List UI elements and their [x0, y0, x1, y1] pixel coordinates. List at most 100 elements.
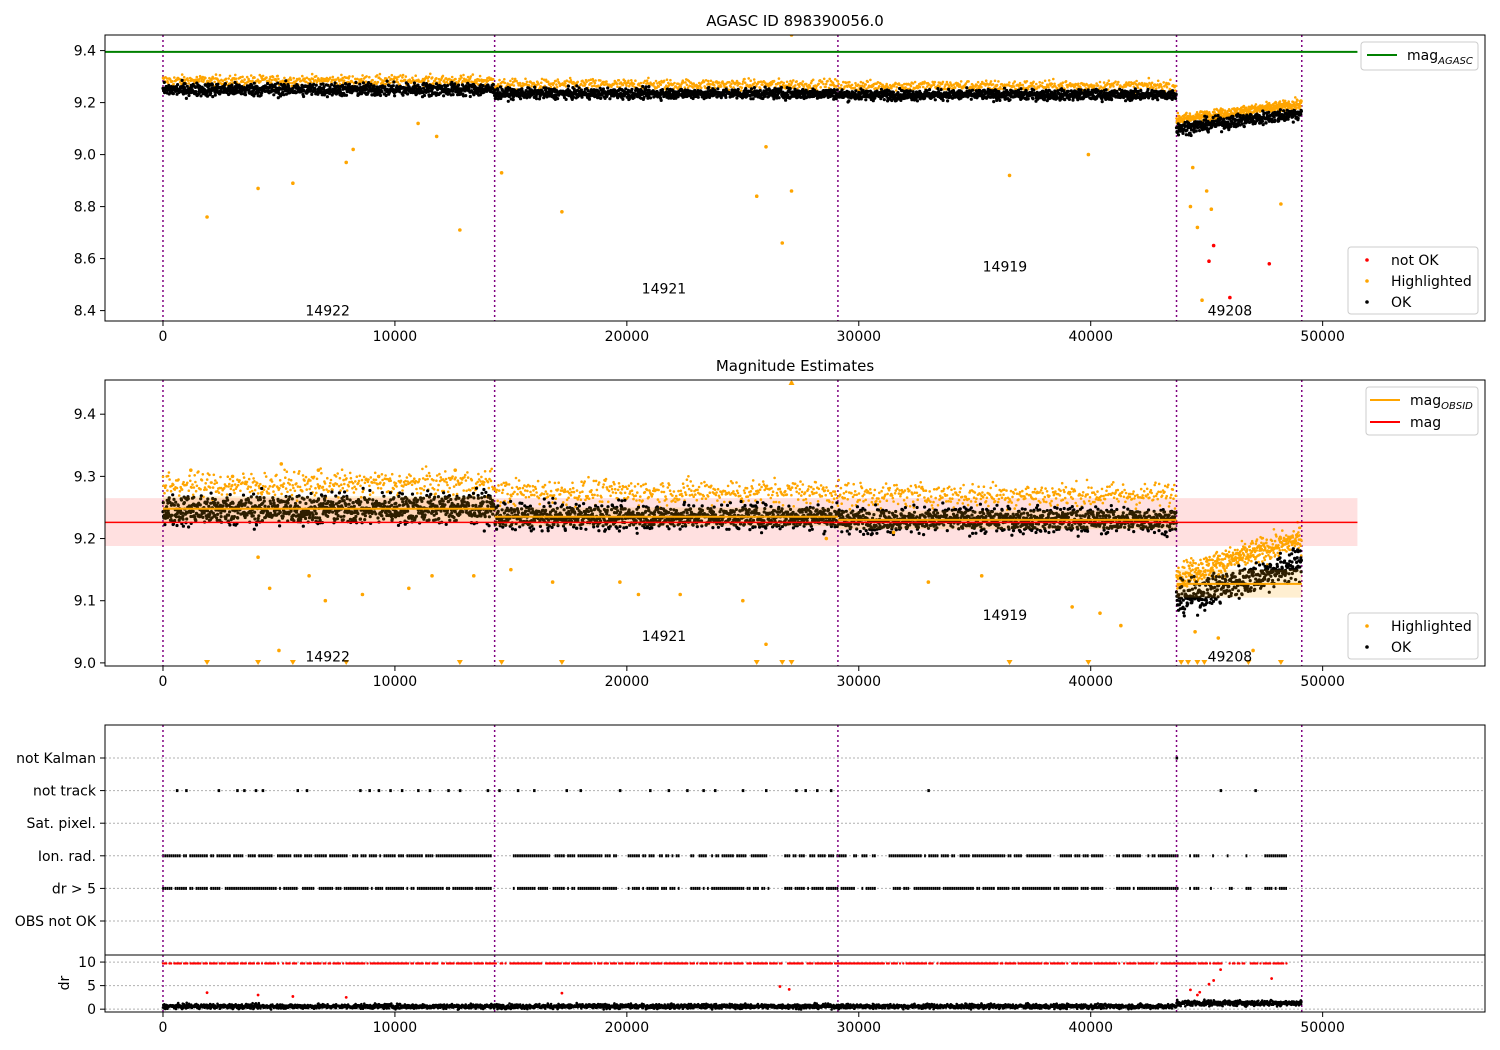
data-point — [441, 74, 445, 78]
data-point — [828, 77, 831, 81]
data-point — [1150, 85, 1153, 88]
data-point — [630, 79, 633, 82]
data-point — [340, 73, 343, 77]
data-point — [568, 80, 571, 84]
data-point — [1017, 84, 1020, 87]
data-point — [375, 74, 379, 77]
data-point — [863, 85, 866, 88]
data-point — [1159, 83, 1163, 87]
data-point — [1174, 84, 1178, 88]
data-point — [416, 83, 420, 87]
data-point — [445, 80, 449, 84]
data-point — [478, 93, 482, 97]
data-point — [1220, 112, 1224, 115]
data-point — [789, 83, 793, 87]
data-point — [840, 84, 843, 87]
data-point — [241, 80, 245, 84]
data-point — [779, 85, 784, 90]
data-point — [305, 80, 308, 84]
data-point — [978, 86, 981, 89]
data-point — [697, 86, 700, 90]
data-point — [643, 79, 647, 83]
data-point — [790, 81, 794, 84]
data-point — [1221, 109, 1225, 112]
data-point — [866, 89, 870, 93]
data-point — [665, 78, 669, 81]
data-point — [334, 78, 338, 81]
data-point — [271, 75, 275, 79]
data-point — [1047, 86, 1050, 89]
data-point — [308, 79, 312, 82]
data-point — [365, 75, 368, 78]
data-point — [854, 89, 858, 93]
data-point — [752, 78, 756, 81]
data-point — [945, 88, 948, 91]
data-point — [1136, 86, 1140, 89]
data-point — [947, 84, 951, 87]
data-point — [166, 79, 169, 83]
data-point — [744, 87, 748, 91]
data-point — [1037, 85, 1041, 89]
data-point — [512, 84, 516, 87]
data-point — [303, 77, 307, 80]
data-point — [1104, 88, 1108, 92]
data-point — [186, 77, 189, 80]
data-point — [590, 85, 594, 88]
data-point — [187, 93, 191, 98]
data-point — [1096, 84, 1100, 87]
data-point — [395, 78, 399, 81]
data-point — [592, 84, 596, 88]
data-point — [796, 87, 799, 90]
data-point — [937, 90, 941, 94]
data-point — [749, 87, 754, 91]
data-point — [1124, 99, 1128, 103]
data-point — [530, 85, 533, 88]
data-point — [310, 92, 314, 96]
data-point — [457, 83, 461, 87]
data-point — [361, 81, 365, 85]
data-point — [369, 83, 373, 87]
data-point — [1213, 111, 1216, 114]
data-point — [952, 83, 955, 86]
data-point — [266, 81, 270, 86]
data-point — [1135, 79, 1138, 83]
data-point — [562, 83, 566, 87]
data-point — [539, 85, 542, 88]
data-point — [493, 88, 497, 92]
data-point — [1012, 85, 1016, 88]
data-point — [617, 79, 621, 82]
data-point — [540, 77, 544, 81]
data-point — [652, 82, 656, 85]
data-point — [817, 82, 820, 86]
data-point — [314, 83, 318, 87]
data-point — [1046, 84, 1050, 87]
data-point — [1041, 81, 1044, 85]
data-point — [716, 87, 720, 91]
data-point — [751, 97, 755, 101]
data-point — [850, 83, 854, 87]
data-point — [1035, 82, 1038, 86]
data-point — [458, 78, 462, 81]
data-point — [1063, 98, 1067, 102]
data-point — [840, 88, 844, 92]
data-point — [281, 90, 285, 94]
data-point — [605, 80, 608, 83]
data-point — [1018, 81, 1022, 85]
data-point — [419, 87, 423, 91]
series-ok — [161, 78, 1303, 138]
data-point — [1107, 79, 1111, 82]
data-point — [763, 81, 767, 84]
data-point — [625, 84, 628, 87]
data-point — [740, 86, 744, 89]
data-point — [275, 79, 278, 83]
data-point — [739, 89, 743, 92]
data-point — [555, 85, 559, 89]
data-point — [793, 87, 797, 91]
data-point — [404, 75, 408, 78]
data-point — [186, 79, 190, 82]
data-point — [201, 75, 205, 79]
data-point — [630, 87, 634, 91]
data-point — [864, 98, 868, 102]
data-point — [660, 88, 665, 92]
